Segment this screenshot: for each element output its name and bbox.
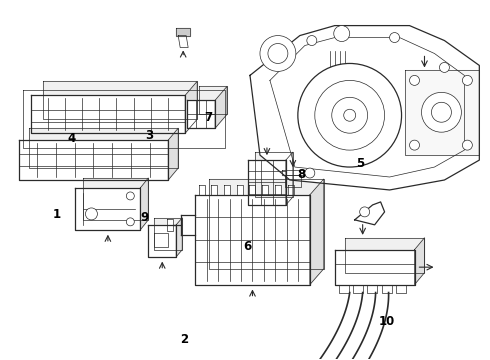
Circle shape [334,26,350,41]
Polygon shape [209,179,324,269]
Polygon shape [176,218,182,257]
Polygon shape [167,219,173,231]
Polygon shape [262,185,268,195]
Text: 2: 2 [180,333,188,346]
Circle shape [332,97,368,133]
Polygon shape [176,28,190,36]
Polygon shape [154,233,168,247]
Polygon shape [345,238,424,273]
Polygon shape [286,152,293,205]
Polygon shape [187,100,215,128]
Text: 6: 6 [244,240,251,253]
Polygon shape [224,185,230,195]
Polygon shape [285,175,301,187]
Text: 8: 8 [297,168,305,181]
Polygon shape [248,160,286,205]
Circle shape [440,62,449,72]
Polygon shape [30,95,185,133]
Polygon shape [405,71,479,155]
Text: 3: 3 [146,129,154,142]
Polygon shape [19,140,168,180]
Circle shape [298,63,401,167]
Polygon shape [288,185,294,195]
Circle shape [85,208,98,220]
Circle shape [421,92,462,132]
Polygon shape [215,86,227,128]
Polygon shape [255,152,293,197]
Polygon shape [353,285,363,293]
Circle shape [432,102,451,122]
Circle shape [463,140,472,150]
Polygon shape [335,250,415,285]
Circle shape [315,80,385,150]
Text: 1: 1 [53,208,61,221]
Text: 9: 9 [141,211,149,224]
Polygon shape [28,128,178,168]
Circle shape [268,44,288,63]
Circle shape [260,36,296,71]
Polygon shape [140,178,148,230]
Polygon shape [199,86,227,114]
Circle shape [360,207,369,217]
Polygon shape [275,185,281,195]
Polygon shape [355,202,385,225]
Polygon shape [178,36,188,48]
Polygon shape [415,238,424,285]
Text: 10: 10 [379,315,395,328]
Polygon shape [249,185,255,195]
Polygon shape [396,285,406,293]
Circle shape [463,75,472,85]
Polygon shape [250,26,479,190]
Circle shape [305,168,315,178]
Polygon shape [185,81,197,133]
Text: 4: 4 [68,132,75,145]
Polygon shape [43,81,197,119]
Polygon shape [282,170,304,175]
Text: 7: 7 [204,111,213,124]
Circle shape [410,75,419,85]
Polygon shape [168,128,178,180]
Polygon shape [198,185,204,195]
Polygon shape [75,188,140,230]
Polygon shape [310,179,324,285]
Polygon shape [382,285,392,293]
Circle shape [126,192,134,200]
Polygon shape [154,218,182,250]
Circle shape [307,36,317,45]
Circle shape [390,32,399,42]
Polygon shape [339,285,349,293]
Circle shape [410,140,419,150]
Polygon shape [195,195,310,285]
Text: 5: 5 [356,157,364,170]
Circle shape [126,218,134,226]
Polygon shape [368,285,377,293]
Polygon shape [148,225,176,257]
Polygon shape [237,185,243,195]
Polygon shape [211,185,217,195]
Circle shape [343,109,356,121]
Polygon shape [83,178,148,220]
